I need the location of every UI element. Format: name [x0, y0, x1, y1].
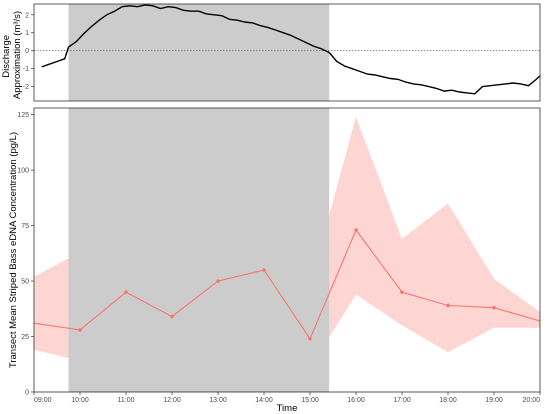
x-tick-label: 11:00	[118, 397, 135, 404]
x-tick-label: 12:00	[163, 397, 181, 404]
concentration-point	[262, 268, 266, 272]
discharge-y-tick-label: 2	[25, 12, 29, 19]
concentration-y-ticks: 0 25 50 75 100 125	[17, 112, 34, 397]
discharge-y-tick-label: -2	[23, 84, 29, 91]
discharge-y-axis-title-line1: Discharge	[1, 35, 12, 78]
discharge-y-tick-label: -1	[23, 66, 29, 73]
concentration-series-line	[33, 228, 541, 340]
concentration-point	[170, 314, 174, 319]
discharge-y-ticks: -2 -1 0 1 2	[23, 12, 34, 91]
concentration-point	[492, 305, 496, 310]
x-tick-label: 19:00	[485, 397, 503, 404]
discharge-y-tick-label: 0	[25, 48, 29, 55]
concentration-y-tick-label: 50	[21, 279, 29, 286]
concentration-y-tick-label: 25	[21, 334, 29, 341]
concentration-y-tick-label: 125	[17, 112, 29, 119]
x-tick-label: 13:00	[209, 397, 227, 404]
x-tick-label: 17:00	[393, 397, 411, 404]
concentration-point	[400, 290, 404, 294]
concentration-y-tick-label: 0	[25, 390, 29, 397]
concentration-point	[446, 303, 450, 308]
discharge-series-line	[41, 4, 541, 95]
concentration-points	[78, 228, 496, 341]
discharge-y-axis-title: Discharge Approximation (m³/s)	[1, 11, 23, 99]
x-tick-label: 20:00	[522, 397, 540, 404]
x-tick-label: 18:00	[439, 397, 457, 404]
concentration-panel: 0 25 50 75 100 125 09:00 10:00 11:00 12:00 13:00 1…	[8, 107, 541, 414]
concentration-y-tick-label: 100	[17, 168, 29, 175]
x-tick-label: 09:00	[34, 397, 52, 404]
concentration-x-ticks: 09:00 10:00 11:00 12:00 13:00 14:00 15:00 16:00…	[33, 392, 541, 404]
concentration-point	[124, 290, 128, 294]
discharge-y-tick-label: 1	[25, 30, 29, 37]
x-tick-label: 10:00	[71, 397, 89, 404]
concentration-panel-border	[33, 107, 541, 393]
discharge-shaded-interval	[68, 4, 330, 101]
concentration-point	[354, 228, 358, 232]
concentration-point	[216, 279, 220, 283]
x-tick-label: 14:00	[255, 397, 273, 404]
x-tick-label: 15:00	[301, 397, 319, 404]
discharge-panel-border	[33, 3, 541, 102]
concentration-point	[78, 328, 82, 332]
x-axis-title: Time	[277, 403, 298, 414]
discharge-y-axis-title-line2: Approximation (m³/s)	[12, 11, 23, 99]
discharge-panel: -2 -1 0 1 2 Discharge Approximation (m³/s)	[1, 3, 541, 102]
concentration-y-tick-label: 75	[21, 223, 29, 230]
concentration-y-axis-title: Transect Mean Striped Bass eDNA Concentr…	[8, 132, 19, 368]
concentration-point	[308, 336, 312, 341]
x-tick-label: 16:00	[347, 397, 365, 404]
concentration-shaded-interval	[68, 108, 330, 392]
